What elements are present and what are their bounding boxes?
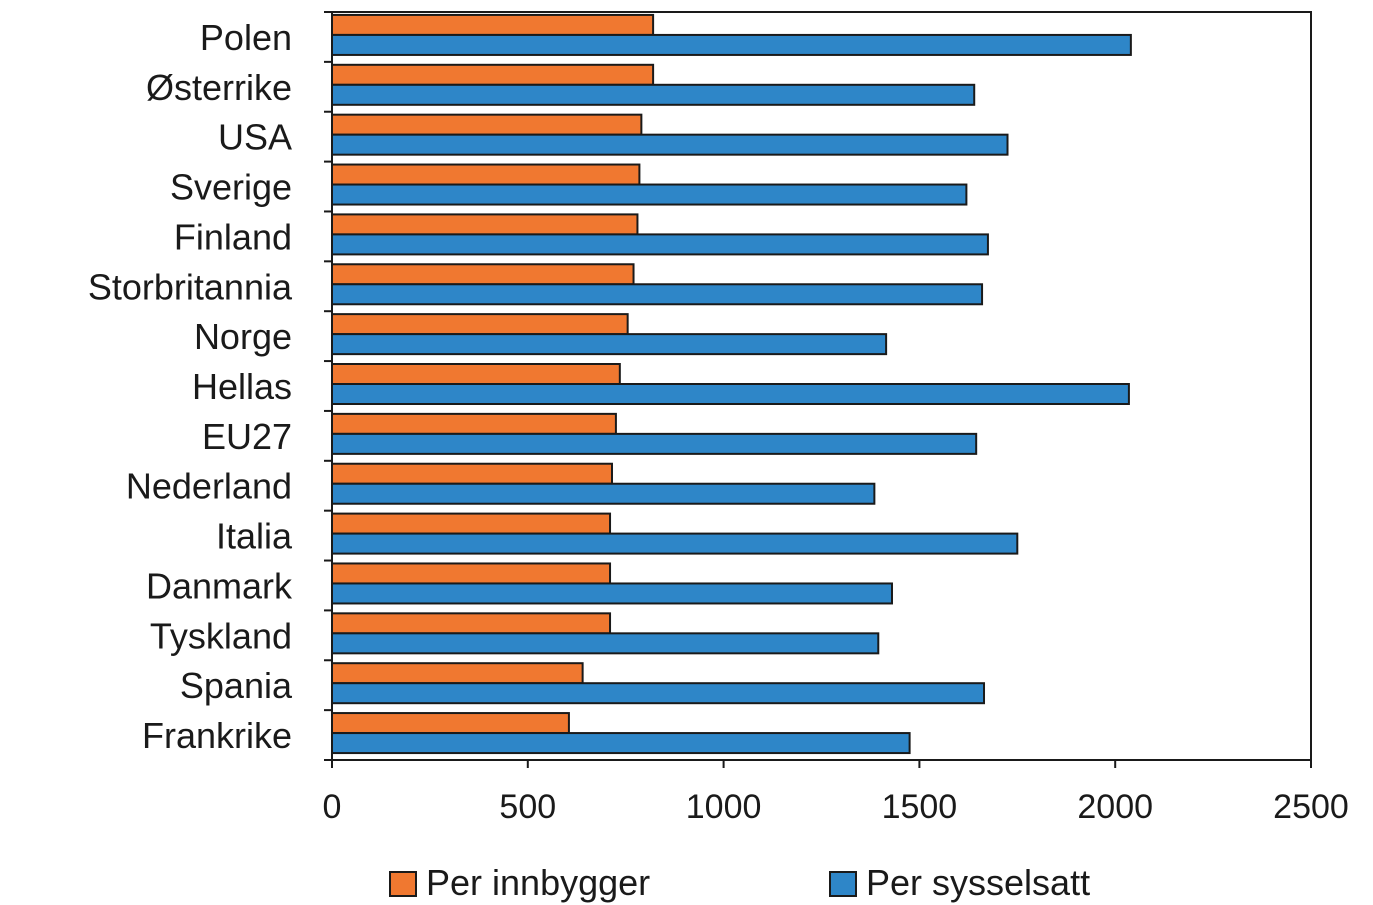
x-tick-label: 500	[499, 788, 556, 826]
legend-swatch-per-innbygger	[389, 871, 417, 897]
x-tick-label: 0	[323, 788, 342, 826]
category-label: Østerrike	[146, 67, 292, 108]
bar-per-innbygger-10	[331, 512, 612, 535]
category-label: Polen	[200, 17, 292, 58]
x-tick-label: 1000	[686, 788, 762, 826]
bar-per-innbygger-2	[331, 113, 643, 136]
axes: 0 500 1000 1500 2000 2500	[323, 11, 1349, 826]
bar-per-sysselsatt-1	[331, 83, 976, 106]
x-tick-label: 1500	[882, 788, 958, 826]
bar-per-sysselsatt-14	[331, 732, 911, 755]
category-label: Spania	[180, 665, 293, 706]
category-label: Frankrike	[142, 715, 292, 756]
bar-per-sysselsatt-12	[331, 632, 880, 655]
bar-per-innbygger-9	[331, 462, 613, 485]
bar-per-innbygger-1	[331, 63, 655, 86]
plot-frame	[331, 11, 1312, 761]
bar-per-innbygger-4	[331, 213, 639, 236]
category-label: Norge	[194, 316, 292, 357]
bar-per-sysselsatt-11	[331, 582, 893, 605]
bar-per-innbygger-5	[331, 263, 635, 286]
bar-per-innbygger-11	[331, 562, 612, 585]
category-label: Hellas	[192, 366, 292, 407]
legend: Per innbygger Per sysselsatt	[389, 862, 1090, 903]
category-label: EU27	[202, 416, 292, 457]
legend-label-per-sysselsatt: Per sysselsatt	[866, 862, 1090, 903]
bar-per-innbygger-8	[331, 412, 617, 435]
bar-per-innbygger-6	[331, 313, 629, 336]
legend-label-per-innbygger: Per innbygger	[426, 862, 650, 903]
category-labels: Polen Østerrike USA Sverige Finland Storbrita…	[88, 17, 293, 756]
bar-per-innbygger-14	[331, 712, 570, 735]
category-label: Finland	[174, 216, 292, 257]
bar-per-sysselsatt-2	[331, 133, 1009, 156]
bar-per-innbygger-13	[331, 662, 584, 685]
bar-per-innbygger-0	[331, 13, 655, 36]
bars-group	[331, 13, 1132, 755]
bar-per-sysselsatt-9	[331, 482, 876, 505]
bar-per-innbygger-7	[331, 363, 621, 385]
bar-per-sysselsatt-4	[331, 233, 989, 256]
bar-per-sysselsatt-3	[331, 183, 968, 206]
bar-per-sysselsatt-7	[331, 383, 1130, 405]
bar-per-sysselsatt-8	[331, 432, 978, 455]
x-tick-label: 2000	[1077, 788, 1153, 826]
category-label: USA	[218, 117, 292, 158]
bar-per-sysselsatt-13	[331, 682, 986, 705]
x-tick-label: 2500	[1273, 788, 1349, 826]
category-label: Sverige	[170, 167, 292, 208]
bar-per-sysselsatt-0	[331, 33, 1132, 56]
category-label: Danmark	[146, 565, 293, 606]
bar-per-innbygger-3	[331, 163, 641, 186]
bar-per-sysselsatt-6	[331, 333, 888, 356]
bar-per-sysselsatt-10	[331, 532, 1019, 555]
bar-per-innbygger-12	[331, 612, 612, 635]
category-label: Italia	[216, 516, 293, 557]
category-label: Nederland	[126, 466, 292, 507]
legend-swatch-per-sysselsatt	[829, 871, 857, 897]
category-label: Tyskland	[150, 615, 292, 656]
category-label: Storbritannia	[88, 266, 293, 307]
bar-per-sysselsatt-5	[331, 283, 984, 306]
